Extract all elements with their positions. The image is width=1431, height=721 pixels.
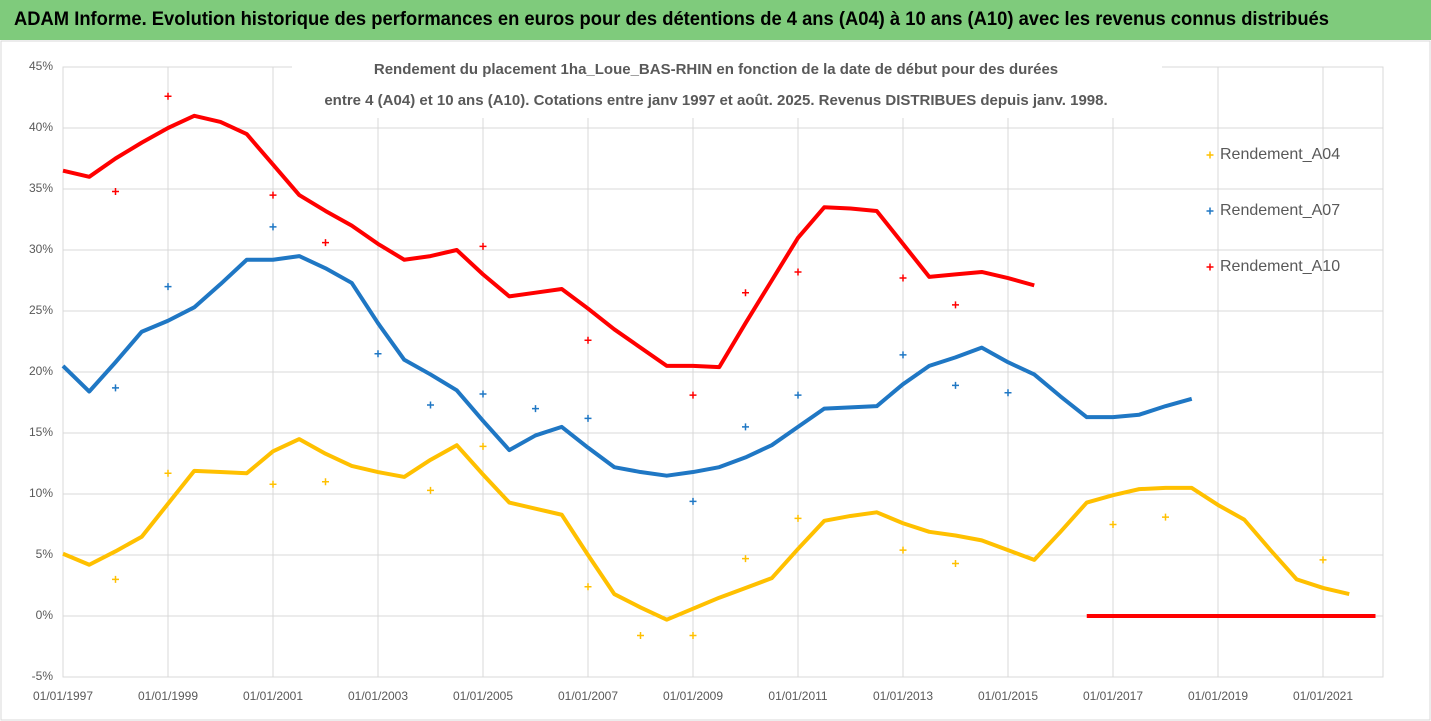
point-marker <box>479 242 487 250</box>
chart-border <box>0 40 1431 721</box>
point-marker <box>584 583 592 591</box>
point-marker <box>1004 389 1012 397</box>
point-marker <box>689 497 697 505</box>
point-marker <box>584 336 592 344</box>
x-tick-label: 01/01/2021 <box>1293 689 1353 703</box>
y-tick-label: 45% <box>29 59 53 73</box>
point-marker <box>794 391 802 399</box>
y-tick-label: 25% <box>29 303 53 317</box>
point-marker <box>164 92 172 100</box>
series-line <box>62 437 1350 622</box>
point-marker <box>112 575 119 583</box>
x-tick-label: 01/01/2007 <box>558 689 618 703</box>
point-marker <box>427 486 434 494</box>
x-tick-label: 01/01/1997 <box>33 689 93 703</box>
point-marker <box>899 546 907 554</box>
x-tick-label: 01/01/2019 <box>1188 689 1248 703</box>
legend-label: Rendement_A10 <box>1220 258 1340 275</box>
y-tick-label: 35% <box>29 181 53 195</box>
legend-label: Rendement_A04 <box>1220 146 1340 163</box>
y-tick-label: 20% <box>29 364 53 378</box>
point-marker <box>584 414 592 422</box>
point-marker <box>479 442 487 450</box>
point-marker <box>1319 556 1327 564</box>
y-tick-label: 0% <box>36 608 54 622</box>
point-marker <box>637 632 644 640</box>
point-marker <box>689 632 697 640</box>
x-tick-label: 01/01/2015 <box>978 689 1038 703</box>
point-marker <box>269 223 277 231</box>
point-marker <box>1162 513 1169 521</box>
series-line <box>62 113 1376 618</box>
point-marker <box>322 239 329 247</box>
point-marker <box>427 401 434 409</box>
x-tick-label: 01/01/1999 <box>138 689 198 703</box>
x-tick-label: 01/01/2011 <box>768 689 827 703</box>
subtitle: entre 4 (A04) et 10 ans (A10). Cotations… <box>324 92 1107 109</box>
x-tick-label: 01/01/2003 <box>348 689 408 703</box>
legend-marker <box>1206 151 1214 159</box>
subtitle-box <box>292 52 1162 118</box>
legend-marker <box>1206 263 1214 271</box>
y-tick-label: 40% <box>29 120 53 134</box>
x-tick-label: 01/01/2017 <box>1083 689 1143 703</box>
x-tick-label: 01/01/2013 <box>873 689 933 703</box>
chart-title: ADAM Informe. Evolution historique des p… <box>14 9 1329 30</box>
point-marker <box>269 191 277 199</box>
point-marker <box>689 391 697 399</box>
point-marker <box>742 423 749 431</box>
y-tick-label: -5% <box>32 669 54 683</box>
legend-marker <box>1206 207 1214 215</box>
point-marker <box>164 283 172 291</box>
point-marker <box>899 274 907 282</box>
point-marker <box>269 480 277 488</box>
point-marker <box>1109 521 1117 528</box>
subtitle: Rendement du placement 1ha_Loue_BAS-RHIN… <box>374 61 1058 78</box>
legend-label: Rendement_A07 <box>1220 202 1340 219</box>
point-marker <box>794 514 802 522</box>
point-marker <box>952 381 959 389</box>
y-tick-label: 30% <box>29 242 53 256</box>
y-tick-label: 5% <box>36 547 54 561</box>
point-marker <box>164 469 172 477</box>
point-marker <box>112 384 119 392</box>
point-marker <box>794 268 802 276</box>
point-marker <box>742 555 749 563</box>
point-marker <box>742 289 749 297</box>
banner <box>0 0 1431 40</box>
point-marker <box>479 390 487 398</box>
x-tick-label: 01/01/2001 <box>243 689 303 703</box>
point-marker <box>899 351 907 359</box>
series-line <box>61 254 1193 478</box>
y-tick-label: 10% <box>29 486 53 500</box>
point-marker <box>952 560 959 568</box>
point-marker <box>112 187 119 195</box>
y-tick-label: 15% <box>29 425 53 439</box>
x-tick-label: 01/01/2005 <box>453 689 513 703</box>
point-marker <box>322 478 329 486</box>
point-marker <box>532 405 539 413</box>
point-marker <box>952 301 959 309</box>
x-tick-label: 01/01/2009 <box>663 689 723 703</box>
point-marker <box>374 350 382 358</box>
